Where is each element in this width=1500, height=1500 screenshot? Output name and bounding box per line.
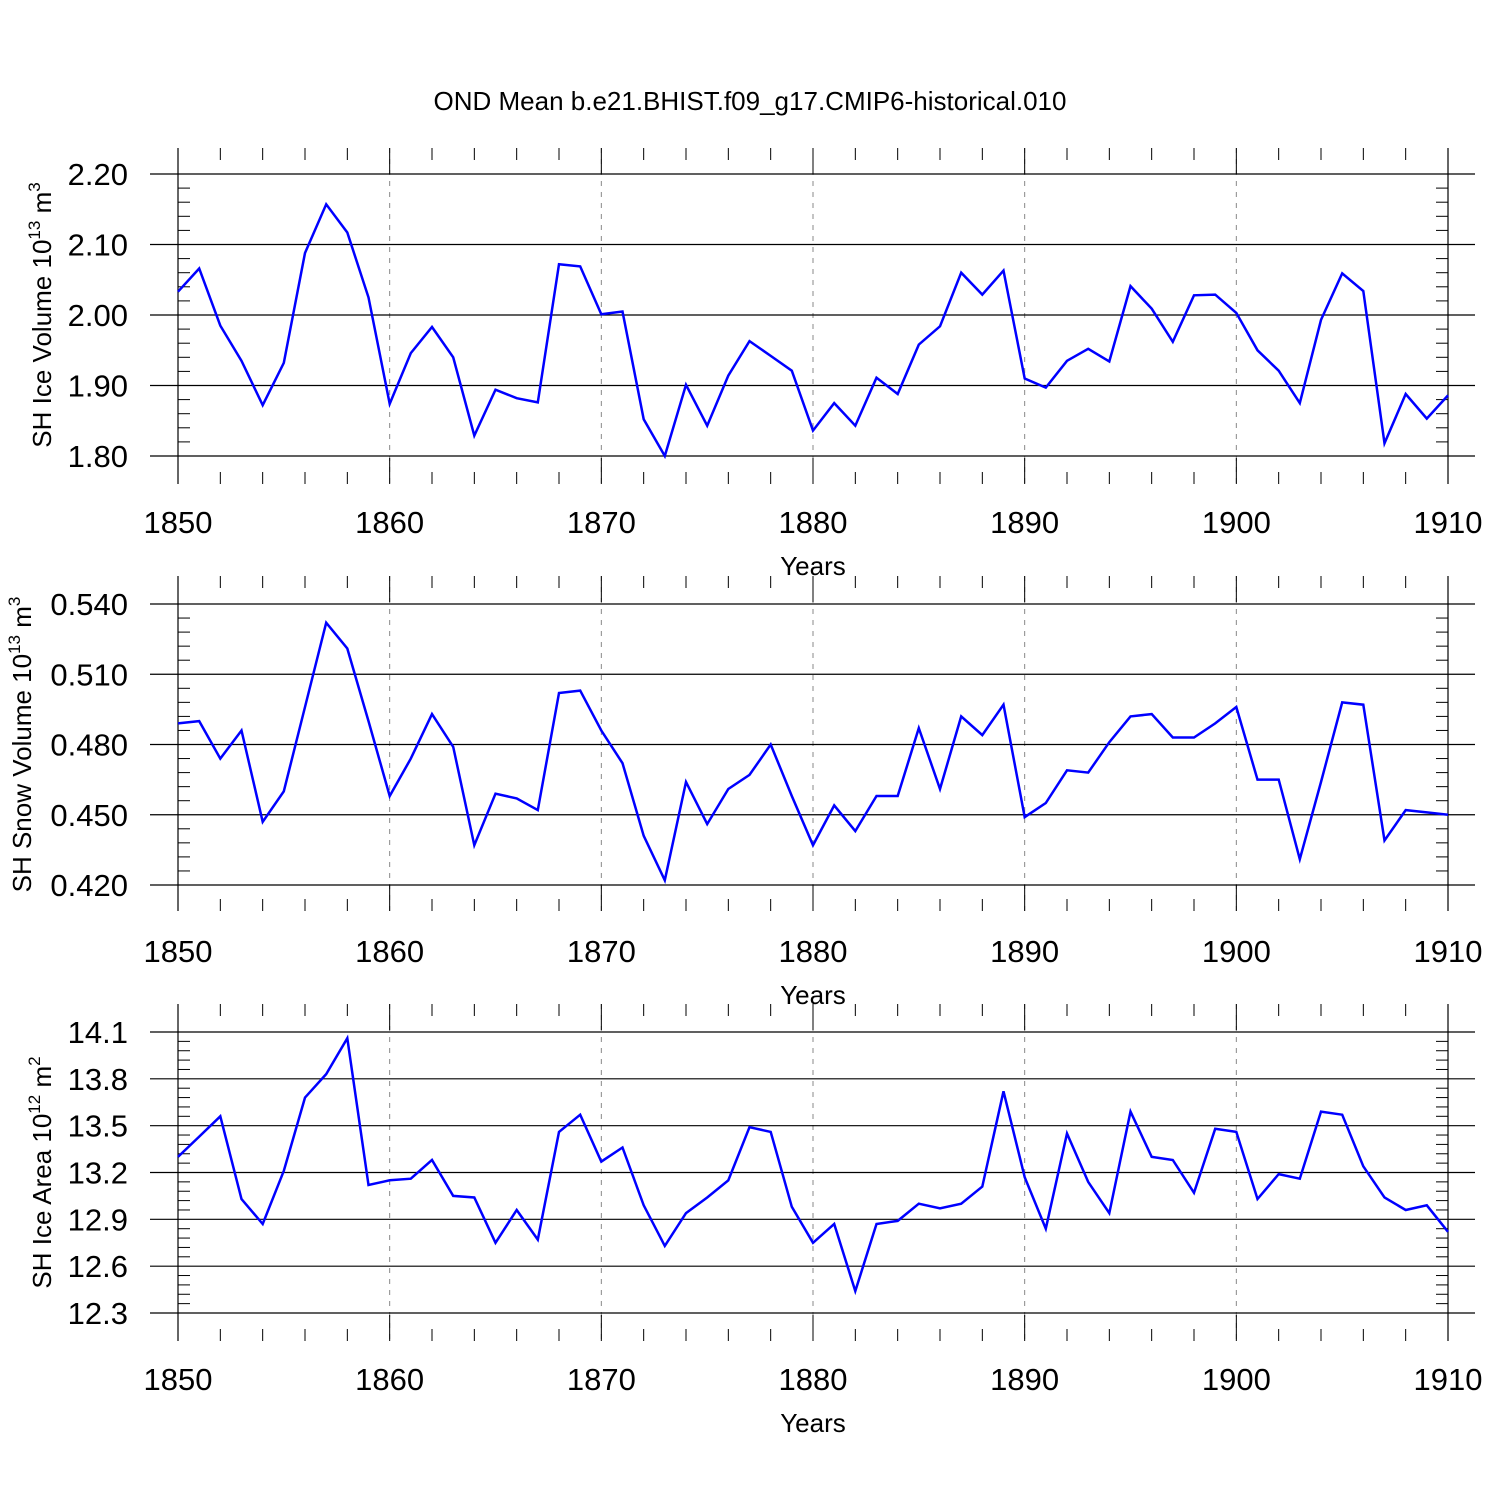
y-tick-label: 13.5: [68, 1109, 128, 1144]
x-axis-label: Years: [780, 1408, 846, 1438]
x-tick-label: 1870: [567, 1362, 636, 1397]
y-tick-label: 2.20: [68, 157, 128, 192]
x-tick-label: 1850: [144, 505, 213, 540]
x-tick-label: 1900: [1202, 505, 1271, 540]
figure-title: OND Mean b.e21.BHIST.f09_g17.CMIP6-histo…: [434, 86, 1067, 116]
y-axis-label-unit: m: [27, 192, 57, 221]
y-tick-label: 1.80: [68, 439, 128, 474]
x-tick-label: 1870: [567, 934, 636, 969]
x-tick-label: 1880: [779, 505, 848, 540]
y-axis-label: SH Ice Area 1012 m2: [25, 1056, 57, 1288]
y-axis-label-unit: m: [27, 1066, 57, 1095]
y-tick-label: 0.420: [50, 868, 128, 903]
panel-ice-volume: 1.80 1.90 2.00 2.10 2.20 1850 1860 1870 1880 1890…: [25, 148, 1482, 581]
y-axis-label: SH Snow Volume 1013 m3: [5, 597, 37, 893]
y-tick-label: 0.540: [50, 587, 128, 622]
y-tick-label: 0.480: [50, 728, 128, 763]
x-tick-label: 1890: [990, 934, 1059, 969]
y-tick-label: 0.450: [50, 798, 128, 833]
y-axis-label-unit: m: [7, 606, 37, 635]
y-axis-label-exponent: 13: [5, 635, 24, 654]
series-line: [177, 619, 1449, 885]
y-tick-label: 14.1: [68, 1015, 128, 1050]
x-tick-label: 1870: [567, 505, 636, 540]
x-tick-label: 1850: [144, 1362, 213, 1397]
x-tick-label: 1860: [355, 505, 424, 540]
y-tick-label: 0.510: [50, 657, 128, 692]
x-tick-label: 1860: [355, 1362, 424, 1397]
panel-ice-area: 12.3 12.6 12.9 13.2 13.5 13.8 14.1 1850 1860 1870…: [25, 1004, 1482, 1438]
y-tick-label: 2.10: [68, 228, 128, 263]
y-axis-label-exponent: 13: [25, 221, 44, 240]
x-tick-label: 1890: [990, 505, 1059, 540]
y-tick-label: 2.00: [68, 298, 128, 333]
x-tick-label: 1910: [1414, 505, 1483, 540]
series-line: [177, 201, 1449, 460]
y-axis-label: SH Ice Volume 1013 m3: [25, 182, 57, 447]
y-tick-label: 12.6: [68, 1249, 128, 1284]
panel-snow-volume: 0.420 0.450 0.480 0.510 0.540 1850 1860 1870 188…: [5, 576, 1482, 1010]
x-tick-label: 1900: [1202, 934, 1271, 969]
y-axis-label-exponent: 12: [25, 1095, 44, 1114]
x-tick-label: 1860: [355, 934, 424, 969]
y-axis-label-unit-exponent: 3: [5, 597, 24, 606]
x-tick-label: 1910: [1414, 934, 1483, 969]
y-axis-label-unit-exponent: 2: [25, 1056, 44, 1065]
y-axis-label-unit-exponent: 3: [25, 182, 44, 191]
y-tick-label: 13.8: [68, 1062, 128, 1097]
series-line: [177, 1034, 1449, 1296]
y-axis-label-main: SH Snow Volume 10: [7, 654, 37, 892]
y-tick-label: 1.90: [68, 369, 128, 404]
y-tick-label: 12.3: [68, 1296, 128, 1331]
x-tick-label: 1910: [1414, 1362, 1483, 1397]
x-tick-label: 1880: [779, 934, 848, 969]
x-tick-label: 1880: [779, 1362, 848, 1397]
x-tick-label: 1900: [1202, 1362, 1271, 1397]
x-tick-label: 1850: [144, 934, 213, 969]
x-tick-label: 1890: [990, 1362, 1059, 1397]
y-tick-label: 12.9: [68, 1202, 128, 1237]
y-axis-label-main: SH Ice Volume 10: [27, 240, 57, 448]
y-tick-label: 13.2: [68, 1156, 128, 1191]
y-axis-label-main: SH Ice Area 10: [27, 1114, 57, 1289]
